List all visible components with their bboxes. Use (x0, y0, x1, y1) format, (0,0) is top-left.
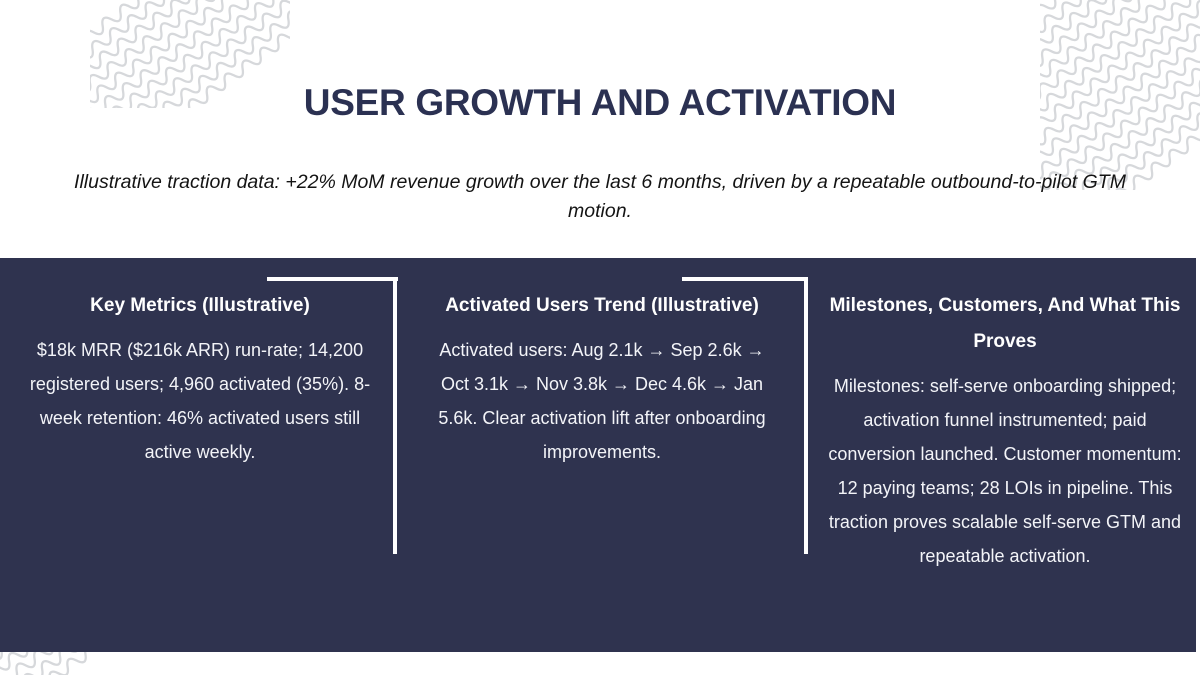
divider-top-arm-1 (267, 277, 398, 281)
activated-users-trend-heading: Activated Users Trend (Illustrative) (445, 295, 759, 316)
milestones-body: Milestones: self-serve onboarding shippe… (828, 376, 1182, 566)
milestones-heading: Milestones, Customers, And What This Pro… (829, 295, 1181, 352)
activated-users-trend-body: Activated users: Aug 2.1k → Sep 2.6k → O… (438, 340, 766, 462)
divider-vertical-1 (393, 277, 397, 554)
key-metrics-body: $18k MRR ($216k ARR) run-rate; 14,200 re… (29, 340, 371, 462)
activated-users-trend-column: Activated Users Trend (Illustrative) Act… (428, 288, 776, 469)
slide-subtitle: Illustrative traction data: +22% MoM rev… (74, 171, 1126, 222)
key-metrics-heading: Key Metrics (Illustrative) (90, 295, 310, 316)
divider-top-arm-2 (682, 277, 808, 281)
divider-vertical-2 (804, 277, 808, 554)
slide-title: USER GROWTH AND ACTIVATION (303, 82, 897, 123)
metrics-panel: Key Metrics (Illustrative) $18k MRR ($21… (0, 258, 1196, 652)
key-metrics-column: Key Metrics (Illustrative) $18k MRR ($21… (18, 288, 382, 469)
milestones-column: Milestones, Customers, And What This Pro… (822, 288, 1188, 573)
